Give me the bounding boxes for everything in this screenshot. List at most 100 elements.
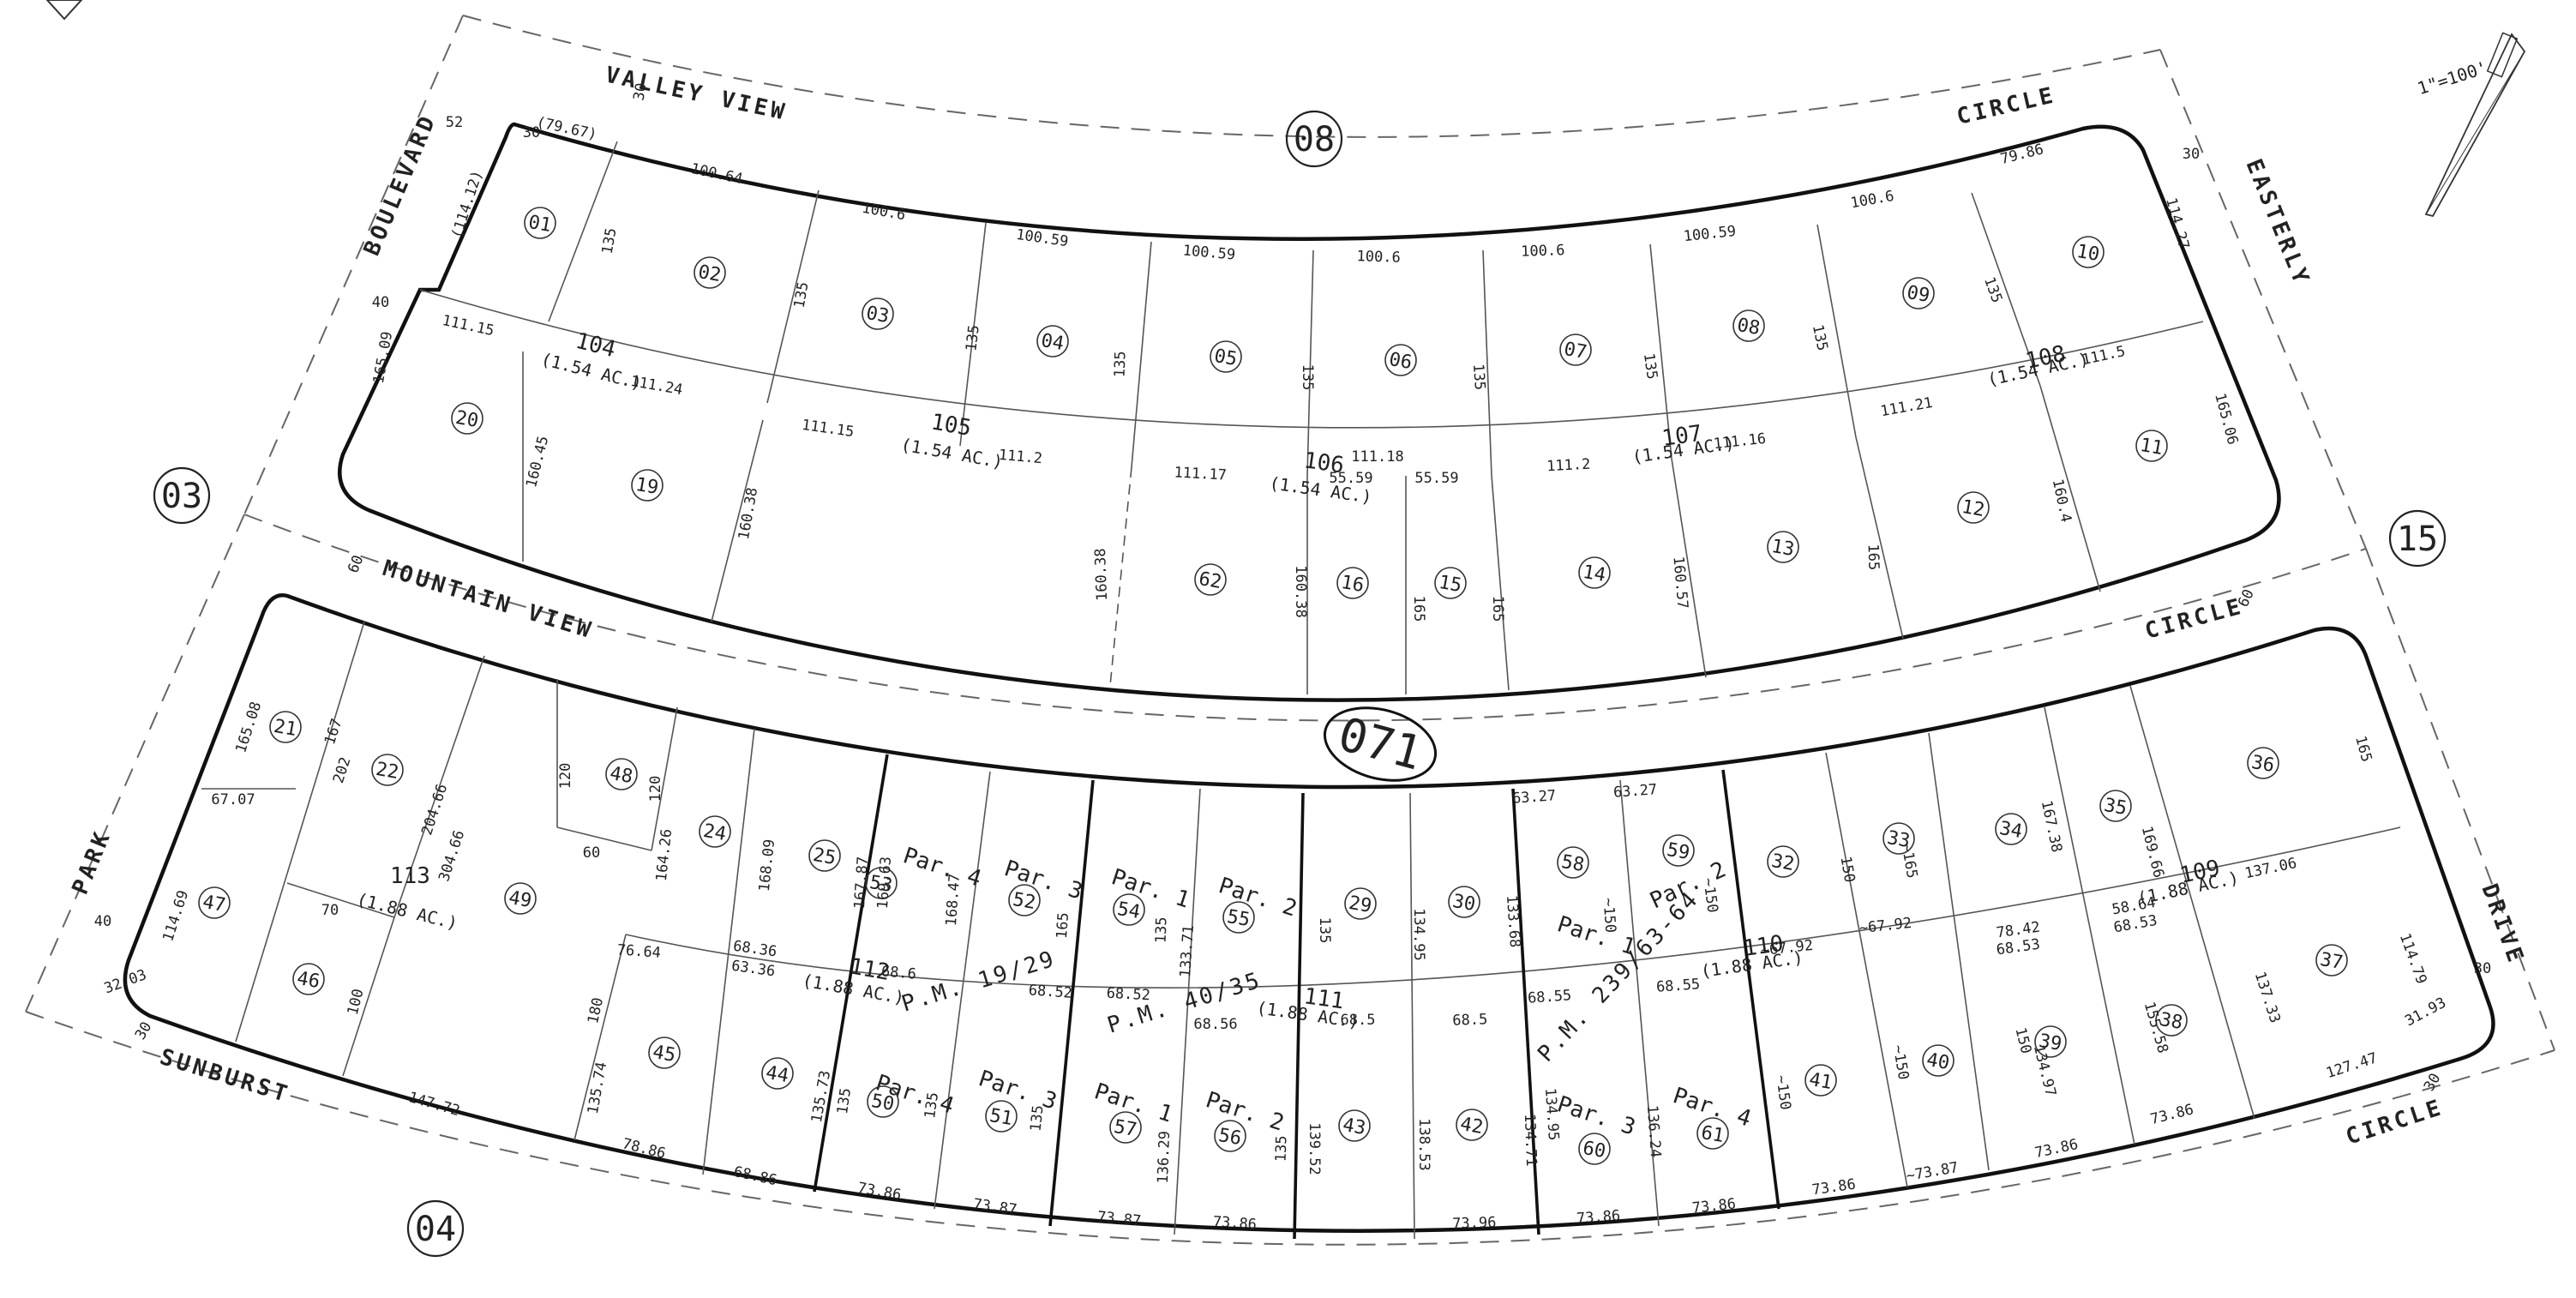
parcel-20: 20 bbox=[451, 402, 483, 435]
svg-text:04: 04 bbox=[1040, 330, 1066, 355]
svg-text:48: 48 bbox=[609, 763, 634, 788]
dimension-lower-mid: 137.06 bbox=[2243, 855, 2298, 882]
parcel-58: 58 bbox=[1557, 846, 1589, 879]
dimension-upper-mid: 111.24 bbox=[629, 373, 684, 399]
parcel-08: 08 bbox=[1732, 309, 1765, 342]
row-line-east-lower bbox=[2365, 548, 2555, 1051]
svg-text:07: 07 bbox=[1563, 339, 1588, 364]
dimension-lower-lower-depth: 136.29 bbox=[1155, 1131, 1174, 1184]
dimension-lower-depth: 150 bbox=[1836, 855, 1858, 884]
svg-text:113: 113 bbox=[390, 863, 430, 889]
dimension-lower-lower-depth: ~150 bbox=[1889, 1043, 1912, 1081]
parcel-02: 02 bbox=[694, 256, 726, 289]
parcel-25: 25 bbox=[808, 839, 841, 872]
map-scale: 1"=100' bbox=[2415, 57, 2490, 99]
dimension-lower-depth: 168.09 bbox=[756, 838, 778, 892]
svg-text:29: 29 bbox=[1348, 892, 1373, 917]
dimension-lower-depth: 167.87 bbox=[851, 856, 872, 910]
dimension-lower-mid: 68.52 bbox=[1106, 985, 1150, 1005]
dimension-lower-mid: 68.5 bbox=[1341, 1012, 1376, 1029]
svg-text:Par. 2: Par. 2 bbox=[1203, 1087, 1288, 1137]
dimension-lower-depth: 120 bbox=[557, 763, 574, 790]
svg-text:071: 071 bbox=[1333, 706, 1428, 780]
dimension-upper-mid: 111.5 bbox=[2081, 343, 2127, 369]
street-boulevard: BOULEVARD bbox=[359, 110, 442, 260]
dimension-lower-lower-depth: 134.71 bbox=[1521, 1114, 1540, 1167]
dimension-lower-lower-depth: 135 bbox=[1272, 1135, 1290, 1162]
dimension-lower-front: 73.86 bbox=[1691, 1195, 1737, 1217]
dimension-upper-sides: 165 bbox=[1864, 544, 1882, 570]
dimension-lower-lower-depth: ~150 bbox=[1772, 1074, 1794, 1111]
svg-text:21: 21 bbox=[273, 716, 298, 741]
dimension-upper-front: 100.6 bbox=[1521, 242, 1565, 261]
dimension-lower-depth: 165 bbox=[1054, 912, 1072, 940]
svg-text:43: 43 bbox=[1342, 1115, 1367, 1139]
dimension-upper-front: 100.64 bbox=[689, 160, 744, 188]
street-drive: DRIVE bbox=[2476, 880, 2529, 969]
svg-text:19: 19 bbox=[634, 474, 660, 499]
dimension-street-widths: 30 bbox=[2183, 146, 2200, 163]
dimension-lower-lower-depth: 138.53 bbox=[1415, 1118, 1432, 1170]
dimension-upper-sides: 160.4 bbox=[2049, 478, 2075, 524]
svg-text:39: 39 bbox=[2038, 1031, 2063, 1055]
svg-text:22: 22 bbox=[375, 759, 400, 784]
svg-text:47: 47 bbox=[201, 892, 227, 916]
parcel-30: 30 bbox=[1448, 886, 1480, 918]
parcel-45: 45 bbox=[648, 1037, 681, 1069]
parcel-36: 36 bbox=[2247, 747, 2279, 779]
parcel-54: 54 bbox=[1113, 893, 1145, 926]
svg-text:04: 04 bbox=[415, 1210, 456, 1249]
row-line-west-upper bbox=[243, 15, 464, 515]
parcel-48: 48 bbox=[605, 758, 638, 790]
parcel-59: 59 bbox=[1662, 834, 1695, 867]
dimension-lower-depth: 169.66 bbox=[2138, 825, 2167, 880]
svg-text:03: 03 bbox=[161, 477, 202, 516]
dimension-upper-sides: 160.45 bbox=[523, 435, 552, 490]
parcel-44: 44 bbox=[761, 1057, 794, 1090]
street-easterly: EASTERLY bbox=[2241, 155, 2315, 290]
dimension-upper-sides: 160.38 bbox=[736, 486, 761, 541]
svg-text:62: 62 bbox=[1198, 568, 1223, 593]
dimension-lower-depth: 165.08 bbox=[232, 700, 265, 755]
parcel-11: 11 bbox=[2135, 430, 2168, 462]
dimension-upper-depth: 135 bbox=[963, 324, 983, 352]
dimension-street-widths: 40 bbox=[94, 913, 111, 930]
parcel-39: 39 bbox=[2034, 1025, 2067, 1058]
dimension-upper-mid: 55.59 bbox=[1329, 470, 1372, 487]
parcel-22: 22 bbox=[371, 754, 404, 786]
svg-text:14: 14 bbox=[1582, 562, 1607, 586]
svg-text:110: 110 bbox=[1742, 931, 1786, 962]
dimension-lower-mid: 68.5 bbox=[1452, 1011, 1488, 1029]
dimension-upper-front: 100.59 bbox=[1683, 223, 1737, 245]
parcel-01: 01 bbox=[524, 207, 556, 239]
dimension-lower-front: 73.86 bbox=[1576, 1207, 1620, 1228]
dimension-lower-front: 73.96 bbox=[1452, 1214, 1497, 1233]
svg-text:44: 44 bbox=[765, 1062, 790, 1087]
svg-text:30: 30 bbox=[1451, 891, 1477, 916]
dimension-lower-depth: 165 bbox=[2351, 734, 2375, 764]
parcel-46: 46 bbox=[292, 963, 325, 995]
dimension-lower-depth: 135 bbox=[1316, 917, 1333, 944]
dimension-lower-lower-depth: 114.79 bbox=[2396, 931, 2430, 987]
parcel-16: 16 bbox=[1336, 567, 1369, 599]
dimension-upper-depth: 135 bbox=[1809, 323, 1831, 352]
dimension-lower-mid: 68.55 bbox=[1655, 976, 1700, 996]
dimension-upper-mid: 55.59 bbox=[1414, 470, 1458, 487]
dimension-street-widths: 30 bbox=[2421, 1071, 2445, 1095]
svg-text:11: 11 bbox=[2139, 435, 2165, 460]
svg-text:12: 12 bbox=[1961, 496, 1986, 521]
parcel-06: 06 bbox=[1384, 344, 1417, 376]
parcel-13: 13 bbox=[1767, 531, 1799, 563]
parcel-55: 55 bbox=[1222, 901, 1255, 934]
row-line-west-lower bbox=[25, 514, 245, 1013]
svg-text:Par. 4: Par. 4 bbox=[900, 843, 985, 892]
dimension-lower-mid: 68.52 bbox=[1028, 982, 1072, 1002]
parcel-09: 09 bbox=[1902, 277, 1935, 309]
svg-text:(1.54 AC.): (1.54 AC.) bbox=[899, 434, 1005, 472]
dimension-upper-sides: 165 bbox=[1410, 596, 1427, 622]
parcel-29: 29 bbox=[1344, 887, 1377, 920]
dimension-upper-sides: 165 bbox=[1489, 596, 1506, 622]
svg-text:45: 45 bbox=[652, 1042, 677, 1067]
parcel-49: 49 bbox=[504, 882, 537, 915]
dimension-upper-sides: 165.06 bbox=[2211, 391, 2241, 447]
